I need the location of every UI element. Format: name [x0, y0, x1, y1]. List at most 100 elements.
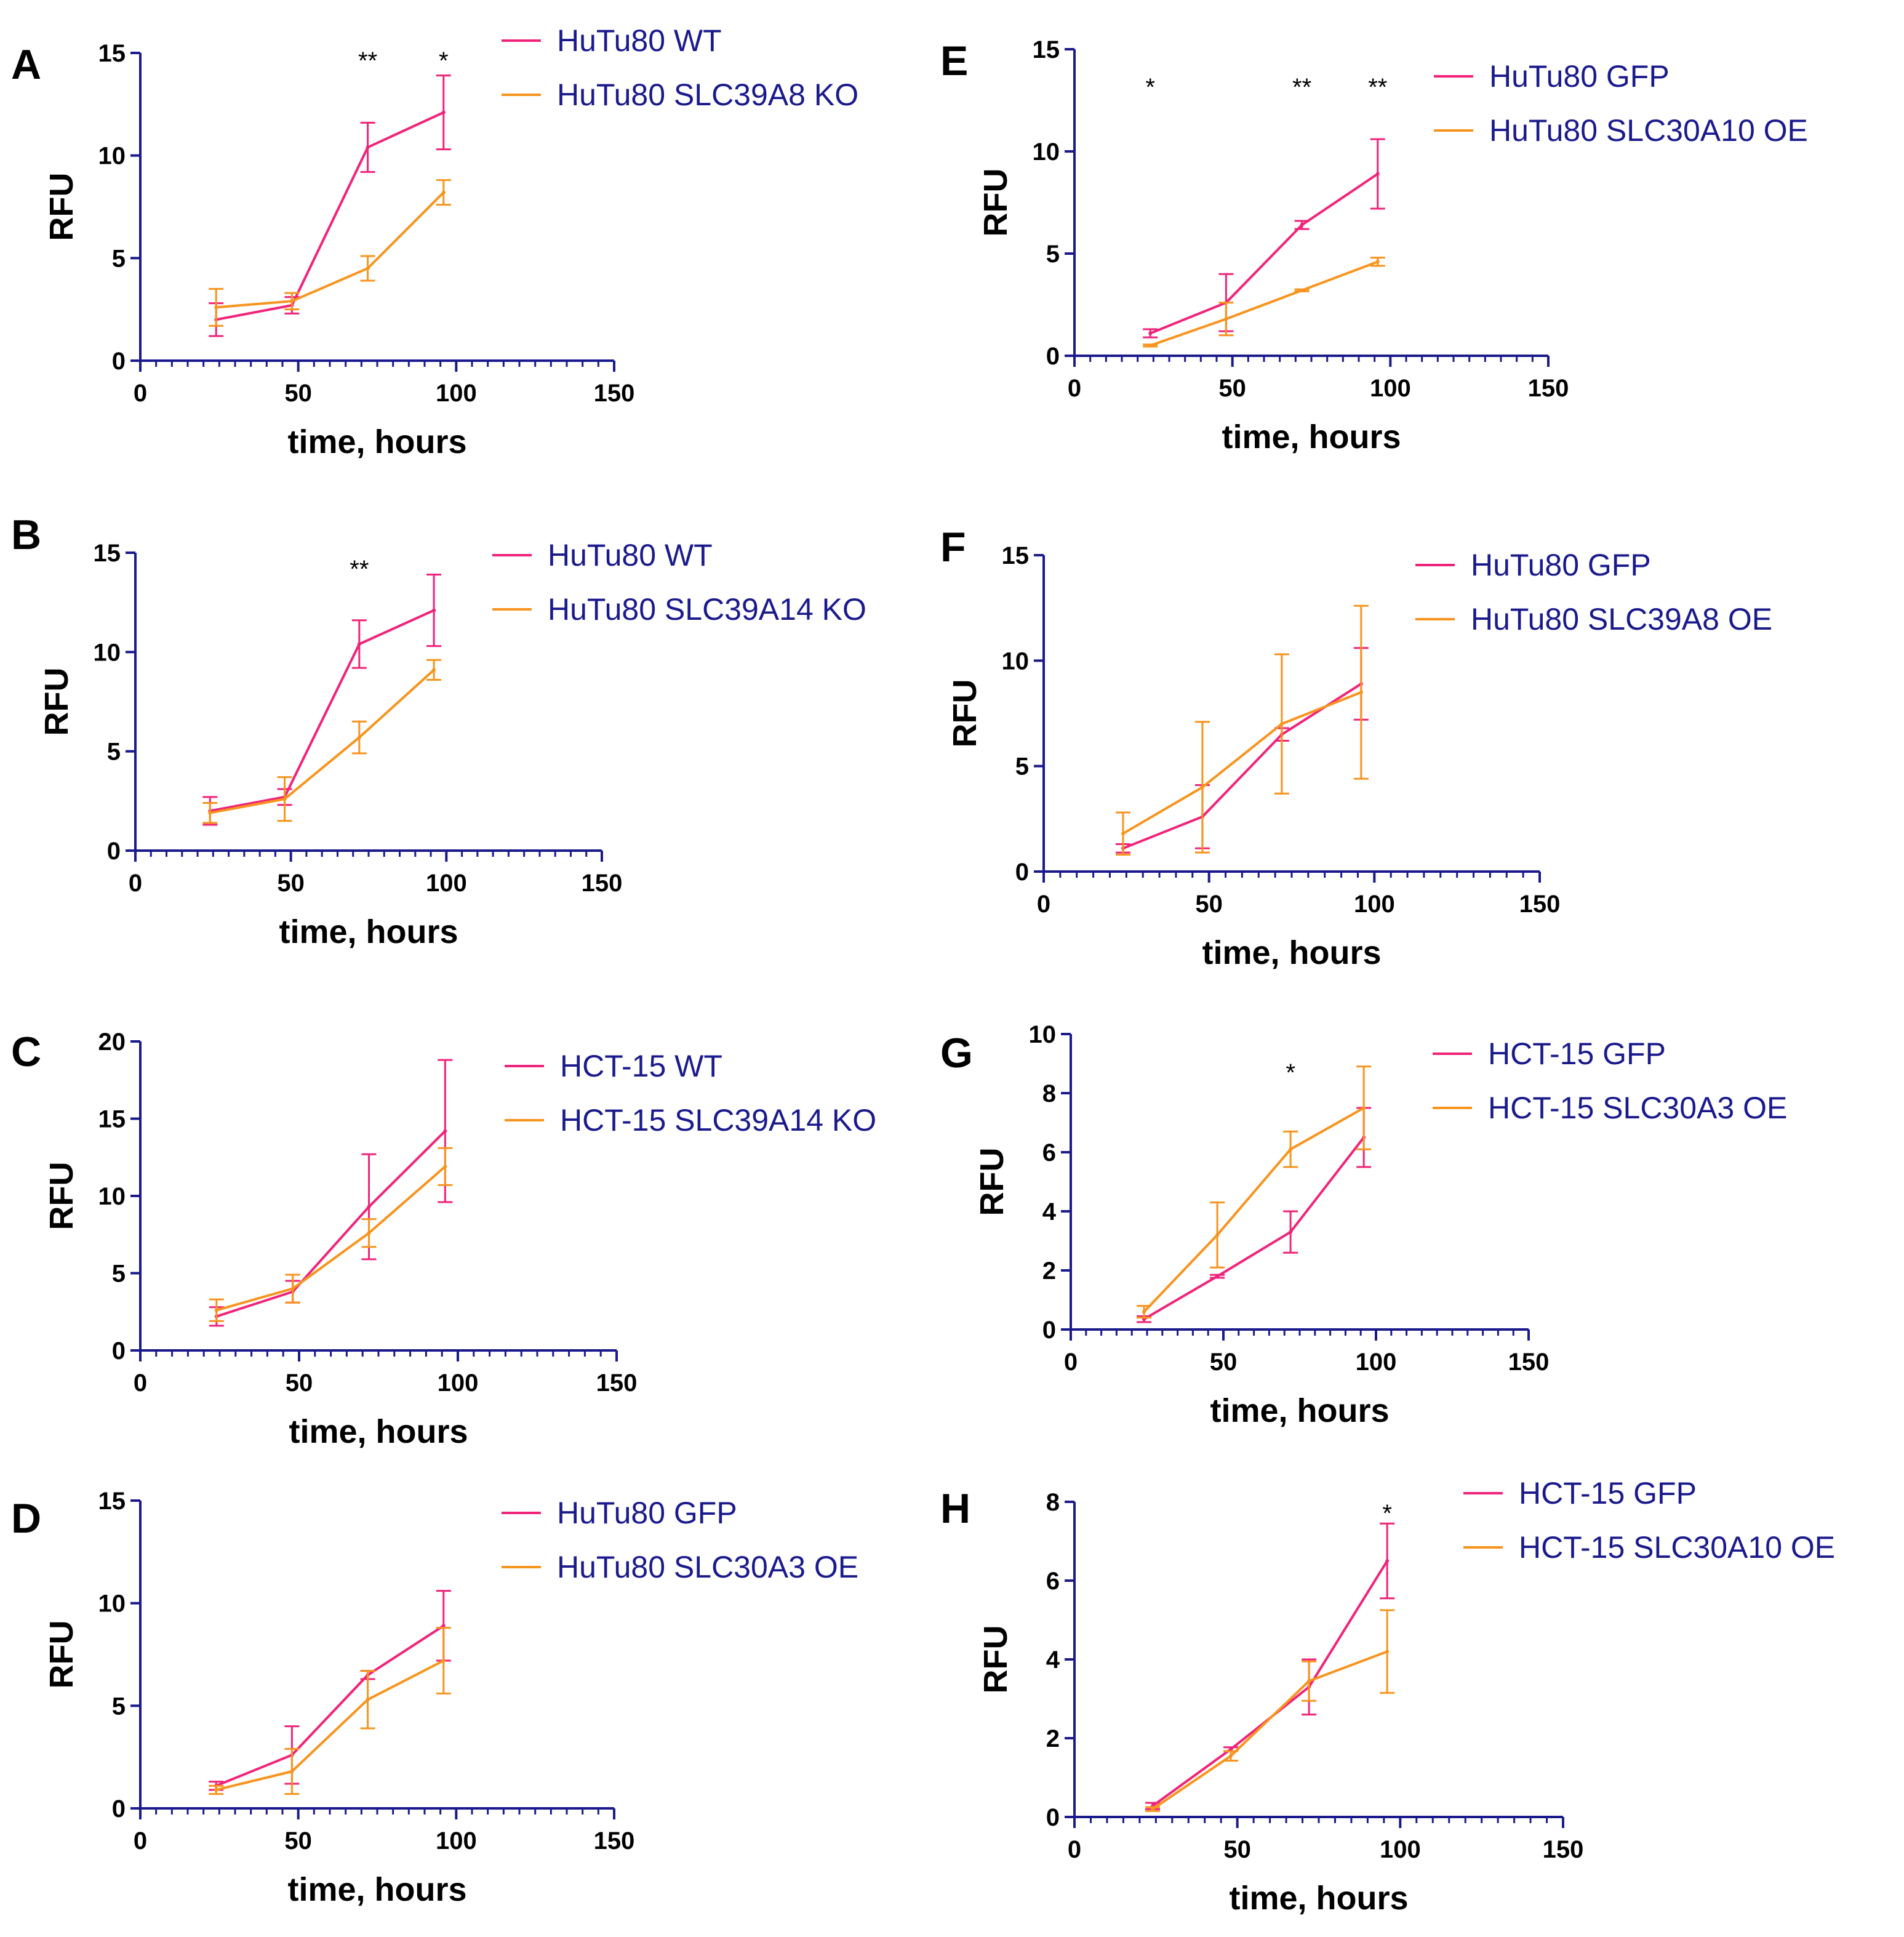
data-point: [1229, 1747, 1233, 1751]
chart-panel-c: C 0 5 10 15 20 0 50 100 150 time, hours RFU HCT-15 W…: [11, 1029, 876, 1450]
series-line: [215, 1659, 444, 1791]
x-tick-label: 0: [1064, 1349, 1078, 1376]
error-bar: [361, 1218, 377, 1248]
series-line: [215, 1624, 444, 1787]
error-bar: [438, 1147, 453, 1186]
error-bar: [1210, 1201, 1225, 1269]
series-treatment: [209, 1627, 451, 1795]
series-line: [1122, 683, 1362, 850]
y-tick-label: 5: [112, 1693, 126, 1720]
data-point: [1121, 832, 1125, 836]
error-bar: [1115, 811, 1130, 856]
error-bar: [1218, 302, 1234, 337]
x-tick-label: 100: [436, 1827, 477, 1855]
data-point: [1215, 1233, 1220, 1237]
series-control: [1137, 1107, 1372, 1323]
error-bar: [209, 1784, 224, 1795]
x-tick-label: 150: [1543, 1836, 1584, 1863]
x-tick-label: 50: [1210, 1349, 1238, 1376]
data-point: [1375, 260, 1380, 264]
data-point: [1224, 317, 1228, 321]
data-point: [1359, 690, 1363, 694]
error-bar: [1223, 1750, 1239, 1762]
x-axis-title: time, hours: [287, 1871, 466, 1908]
data-point: [1289, 1230, 1293, 1234]
series-treatment: [1143, 257, 1385, 348]
x-tick-label: 50: [286, 1370, 313, 1397]
x-tick-label: 100: [438, 1370, 479, 1397]
error-bar: [202, 802, 218, 824]
significance-mark: **: [1368, 74, 1387, 101]
series-control: [1115, 647, 1369, 854]
error-bar: [277, 776, 292, 822]
y-tick-label: 15: [1002, 542, 1030, 569]
y-axis-title: RFU: [43, 173, 80, 241]
y-tick-label: 5: [112, 1261, 126, 1288]
y-tick-label: 10: [98, 143, 126, 170]
error-bar: [1294, 220, 1310, 230]
data-point: [290, 299, 294, 303]
y-tick-label: 5: [107, 739, 121, 766]
data-point: [1300, 288, 1304, 292]
y-axis-title: RFU: [43, 1621, 80, 1689]
series-line: [216, 1165, 446, 1312]
y-tick-label: 0: [1015, 859, 1029, 886]
panel-letter: F: [940, 524, 966, 571]
series-line: [216, 1130, 446, 1318]
x-tick-label: 150: [582, 870, 623, 897]
y-tick-label: 6: [1042, 1139, 1056, 1166]
data-point: [290, 1286, 295, 1291]
y-tick-label: 15: [98, 1488, 126, 1515]
data-point: [1307, 1679, 1311, 1683]
data-point: [432, 608, 436, 612]
series-line: [1122, 691, 1362, 835]
significance-mark: *: [1145, 74, 1155, 101]
y-tick-label: 10: [98, 1183, 126, 1210]
x-axis-title: time, hours: [1229, 1880, 1408, 1917]
series-line: [1150, 172, 1378, 335]
x-tick-label: 100: [436, 380, 477, 407]
x-tick-label: 150: [1519, 891, 1561, 918]
data-point: [366, 145, 370, 150]
error-bar: [426, 573, 442, 648]
data-point: [366, 267, 370, 270]
legend-label: HuTu80 WT: [548, 538, 713, 572]
y-axis-title: RFU: [946, 680, 983, 748]
error-bar: [284, 292, 300, 311]
data-point: [1300, 223, 1304, 227]
x-tick-label: 50: [284, 380, 312, 407]
y-tick-label: 0: [107, 838, 121, 865]
y-tick-label: 6: [1046, 1568, 1060, 1595]
significance-mark: **: [358, 47, 377, 74]
series-line: [215, 111, 444, 321]
y-tick-label: 5: [1046, 241, 1060, 268]
y-tick-label: 15: [98, 40, 126, 67]
y-tick-label: 0: [1046, 343, 1060, 370]
series-treatment: [209, 179, 451, 327]
error-bar: [351, 720, 367, 755]
y-tick-label: 10: [1029, 1021, 1057, 1048]
legend-label: HuTu80 GFP: [1471, 548, 1651, 582]
data-point: [1279, 722, 1284, 726]
panel-letter: D: [11, 1495, 41, 1542]
x-tick-label: 150: [594, 1827, 635, 1855]
error-bar: [1194, 721, 1210, 854]
data-point: [1385, 1650, 1390, 1654]
x-tick-label: 100: [1356, 1349, 1397, 1376]
significance-mark: *: [439, 47, 449, 74]
legend-label: HuTu80 SLC39A14 KO: [548, 592, 866, 627]
x-tick-label: 0: [134, 1827, 147, 1855]
x-tick-label: 100: [1380, 1836, 1421, 1863]
data-point: [1148, 331, 1153, 335]
x-axis-title: time, hours: [1202, 934, 1381, 971]
legend-label: HuTu80 SLC39A8 KO: [557, 78, 858, 112]
significance-mark: **: [1292, 74, 1311, 101]
y-tick-label: 15: [1033, 36, 1060, 63]
data-point: [367, 1205, 371, 1209]
error-bar: [284, 1747, 300, 1795]
x-tick-label: 0: [1068, 1836, 1081, 1863]
y-tick-label: 8: [1042, 1080, 1056, 1107]
error-bar: [209, 1298, 224, 1322]
